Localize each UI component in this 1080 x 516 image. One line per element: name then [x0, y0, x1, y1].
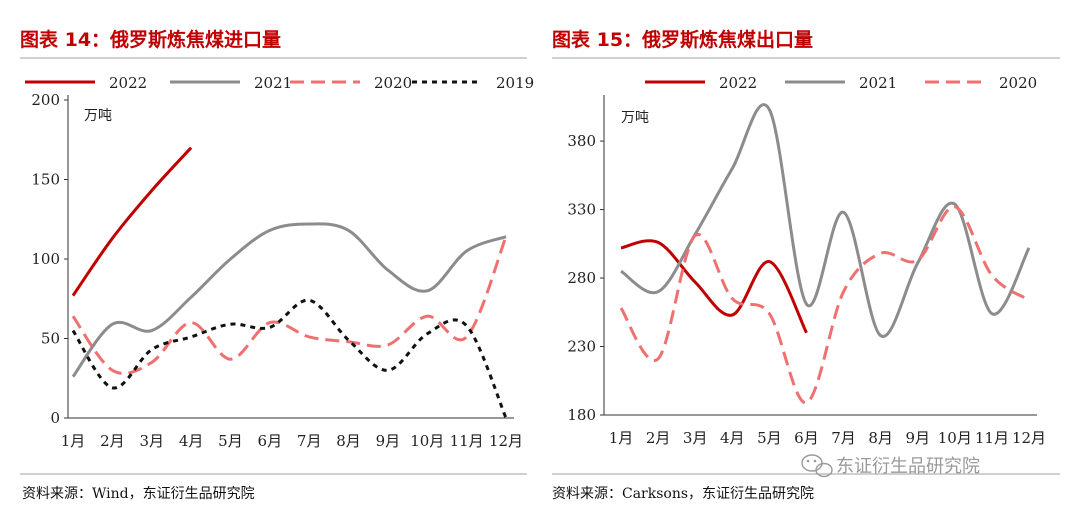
- watermark-text: 东证衍生品研究院: [836, 456, 980, 477]
- right-series-line-2021: [620, 103, 1031, 338]
- right-x-tick-label: 11月: [975, 429, 1009, 447]
- right-legend-label-2020: 2020: [999, 74, 1037, 92]
- right-series-line-2022: [620, 239, 808, 334]
- left-chart: 0 50 100 150 200 1月 2月 3月 4月 5月 6月 7月 8月 9月 10月 11月 12月 2…: [25, 74, 534, 450]
- left-legend-label-2019: 2019: [496, 74, 534, 92]
- right-series-line-2020: [619, 205, 1030, 405]
- right-x-tick-label: 6月: [794, 429, 819, 447]
- left-source: 资料来源：Wind，东证衍生品研究院: [22, 486, 255, 502]
- left-x-tick-label: 9月: [376, 432, 401, 450]
- right-x-tick-label: 9月: [905, 429, 930, 447]
- left-unit-label: 万吨: [84, 108, 112, 124]
- right-x-tick-label: 1月: [609, 429, 634, 447]
- right-y-tick-label: 180: [567, 406, 596, 424]
- right-x-tick-label: 4月: [720, 429, 745, 447]
- left-series-line-2020: [71, 236, 508, 375]
- right-legend-label-2021: 2021: [859, 74, 897, 92]
- left-legend-label-2020: 2020: [374, 74, 412, 92]
- left-y-tick-label: 150: [31, 171, 60, 189]
- left-x-tick-label: 5月: [218, 432, 243, 450]
- left-x-tick-label: 8月: [336, 432, 361, 450]
- left-x-tick-label: 4月: [179, 432, 204, 450]
- right-legend-label-2022: 2022: [719, 74, 757, 92]
- right-x-tick-label: 10月: [938, 429, 972, 447]
- left-x-tick-label: 12月: [489, 432, 523, 450]
- left-series-line-2019: [71, 298, 508, 419]
- left-x-tick-label: 7月: [297, 432, 322, 450]
- left-y-tick-label: 50: [41, 330, 60, 348]
- wechat-icon: [801, 454, 833, 478]
- right-y-tick-label: 280: [567, 269, 596, 287]
- right-source: 资料来源：Carksons，东证衍生品研究院: [552, 486, 814, 502]
- right-y-tick-label: 330: [567, 201, 596, 219]
- left-legend-label-2021: 2021: [254, 74, 292, 92]
- left-legend-label-2022: 2022: [109, 74, 147, 92]
- left-x-tick-label: 11月: [450, 432, 484, 450]
- right-x-tick-label: 7月: [831, 429, 856, 447]
- right-x-tick-label: 3月: [683, 429, 708, 447]
- right-chart-title: 图表 15：俄罗斯炼焦煤出口量: [552, 28, 813, 51]
- left-x-tick-label: 10月: [410, 432, 444, 450]
- right-chart: 180 230 280 330 380 1月 2月 3月 4月 5月 6月 7月 8月 9月 10月 11月 1…: [567, 74, 1046, 447]
- left-series-line-2021: [71, 222, 507, 378]
- left-y-tick-label: 200: [31, 91, 60, 109]
- right-x-tick-label: 2月: [646, 429, 671, 447]
- left-x-tick-label: 6月: [258, 432, 283, 450]
- right-x-tick-label: 8月: [868, 429, 893, 447]
- right-y-tick-label: 380: [567, 132, 596, 150]
- left-chart-title: 图表 14：俄罗斯炼焦煤进口量: [20, 28, 281, 51]
- left-x-tick-label: 1月: [61, 432, 86, 450]
- right-y-tick-label: 230: [567, 338, 596, 356]
- right-x-tick-label: 12月: [1012, 429, 1046, 447]
- right-unit-label: 万吨: [621, 110, 649, 126]
- left-x-tick-label: 2月: [100, 432, 125, 450]
- right-x-tick-label: 5月: [757, 429, 782, 447]
- left-series-line-2022: [71, 146, 193, 297]
- left-y-tick-label: 100: [31, 250, 60, 268]
- left-y-tick-label: 0: [50, 409, 60, 427]
- left-x-tick-label: 3月: [139, 432, 164, 450]
